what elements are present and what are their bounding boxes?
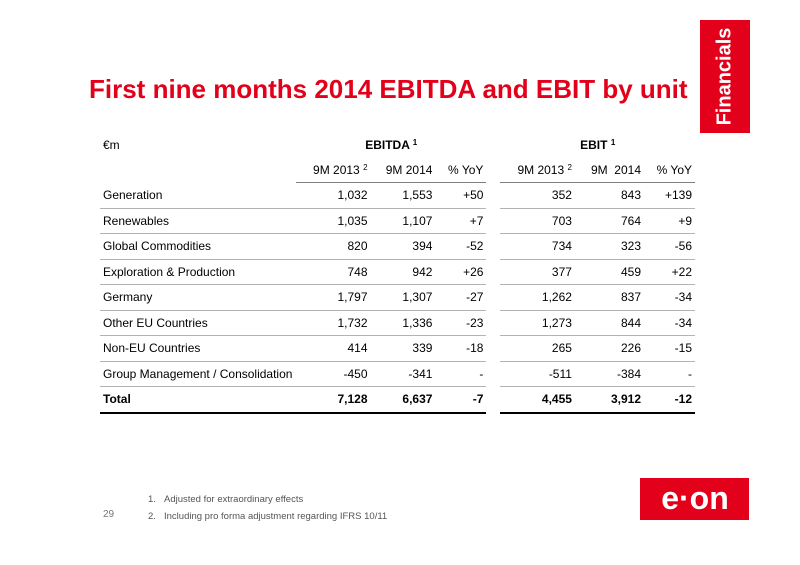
ebitda-group-header: EBITDA 1: [365, 138, 418, 153]
table-cell: -384: [574, 361, 644, 387]
table-cell: -: [644, 361, 695, 387]
table-cell: 3,912: [574, 386, 644, 414]
table-cell: -34: [644, 284, 695, 311]
row-label: Generation: [100, 182, 296, 209]
row-label: Total: [100, 386, 296, 414]
total-row: Total 7,128 6,637 -7 4,455 3,912 -12: [100, 386, 695, 414]
table-cell: +22: [644, 259, 695, 285]
table-cell: -27: [435, 284, 487, 311]
column-header-row: 9M 2013 2 9M 2014 % YoY 9M 2013 2 9M 201…: [100, 157, 695, 183]
table-row: Renewables 1,035 1,107 +7 703 764 +9: [100, 208, 695, 234]
row-label: Global Commodities: [100, 233, 296, 260]
table-cell: 748: [296, 259, 371, 285]
column-header: % YoY: [435, 157, 487, 183]
row-label: Group Management / Consolidation: [100, 361, 296, 387]
table-cell: -15: [644, 335, 695, 362]
table-cell: -18: [435, 335, 487, 362]
footnotes: 1. Adjusted for extraordinary effects 2. I…: [148, 491, 387, 525]
table-cell: 226: [574, 335, 644, 362]
table-cell: 4,455: [500, 386, 575, 414]
row-label: Exploration & Production: [100, 259, 296, 285]
column-header: 9M 2014: [574, 157, 644, 183]
page-number: 29: [103, 509, 115, 520]
table-cell: -23: [435, 310, 487, 336]
table-cell: 1,107: [370, 208, 436, 234]
table-cell: 837: [574, 284, 644, 311]
section-tab: Financials: [700, 20, 750, 133]
table-row: Non-EU Countries 414 339 -18 265 226 -15: [100, 335, 695, 362]
footnote: 2. Including pro forma adjustment regardi…: [148, 511, 388, 522]
section-tab-label: Financials: [713, 27, 736, 126]
table-row: Exploration & Production 748 942 +26 377 459 +…: [100, 259, 695, 285]
column-header: 9M 2013 2: [500, 157, 575, 183]
table-cell: 352: [500, 182, 575, 209]
svg-text:e·on: e·on: [661, 482, 729, 516]
column-header: % YoY: [644, 157, 695, 183]
table-cell: 339: [370, 335, 436, 362]
table-cell: 1,032: [296, 182, 371, 209]
table-cell: 6,637: [370, 386, 436, 414]
table-cell: -52: [435, 233, 487, 260]
table-row: Group Management / Consolidation -450 -341…: [100, 361, 695, 387]
table-cell: -450: [296, 361, 371, 387]
table-cell: 1,273: [500, 310, 575, 336]
footnote: 1. Adjusted for extraordinary effects: [148, 494, 304, 505]
table-cell: 394: [370, 233, 436, 260]
ebit-group-header: EBIT 1: [580, 138, 616, 153]
page-title: First nine months 2014 EBITDA and EBIT b…: [89, 74, 688, 104]
table-cell: -511: [500, 361, 575, 387]
eon-logo: e·on: [640, 478, 749, 520]
table-cell: 1,797: [296, 284, 371, 311]
table-cell: 1,035: [296, 208, 371, 234]
table-cell: 377: [500, 259, 575, 285]
table-row: Global Commodities 820 394 -52 734 323 -56: [100, 233, 695, 260]
table-row: Other EU Countries 1,732 1,336 -23 1,273 844-…: [100, 310, 695, 336]
table-cell: 764: [574, 208, 644, 234]
table-cell: 1,307: [370, 284, 436, 311]
table-cell: 459: [574, 259, 644, 285]
table-cell: 1,336: [370, 310, 436, 336]
table-cell: 414: [296, 335, 371, 362]
table-cell: -12: [644, 386, 695, 414]
table-cell: 1,553: [370, 182, 436, 209]
table-cell: +7: [435, 208, 487, 234]
table-cell: 734: [500, 233, 575, 260]
table-cell: 323: [574, 233, 644, 260]
table-cell: 265: [500, 335, 575, 362]
table-cell: +50: [435, 182, 487, 209]
table-cell: 703: [500, 208, 575, 234]
column-header: 9M 2013 2: [296, 157, 371, 183]
group-header-row: €m EBITDA 1 EBIT 1: [100, 133, 695, 158]
table-cell: 820: [296, 233, 371, 260]
table-cell: -341: [370, 361, 436, 387]
row-label: Non-EU Countries: [100, 335, 296, 362]
row-label: Germany: [100, 284, 296, 311]
table-cell: 7,128: [296, 386, 371, 414]
column-header: 9M 2014: [370, 157, 436, 183]
table-cell: -: [435, 361, 487, 387]
table-cell: -34: [644, 310, 695, 336]
table-cell: +9: [644, 208, 695, 234]
table-row: Generation 1,032 1,553 +50 352 843 +139: [100, 182, 695, 209]
table-row: Germany 1,797 1,307 -27 1,262 837 -34: [100, 284, 695, 311]
eon-logo-icon: e·on: [661, 482, 729, 516]
table-cell: 942: [370, 259, 436, 285]
table-cell: -7: [435, 386, 487, 414]
row-label: Other EU Countries: [100, 310, 296, 336]
table-cell: +26: [435, 259, 487, 285]
table-cell: 1,262: [500, 284, 575, 311]
table-cell: +139: [644, 182, 695, 209]
table-cell: 1,732: [296, 310, 371, 336]
financials-table: €m EBITDA 1 EBIT 1 9M 2013 2 9M 2014 % Y…: [100, 133, 695, 414]
table-cell: -56: [644, 233, 695, 260]
row-label: Renewables: [100, 208, 296, 234]
unit-label: €m: [103, 138, 120, 153]
table-cell: 843: [574, 182, 644, 209]
table-cell: 844: [574, 310, 644, 336]
